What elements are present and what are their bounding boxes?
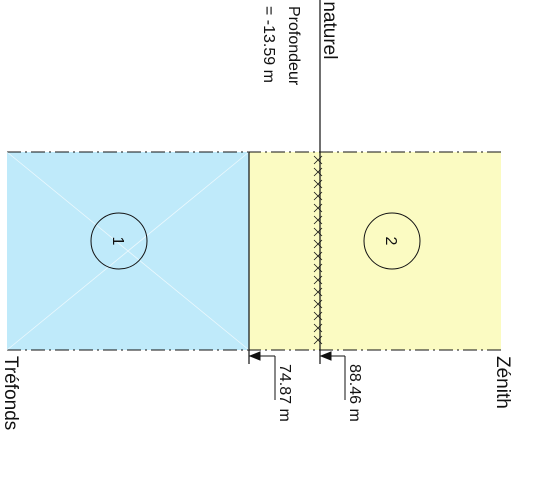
zone-2-fill — [249, 152, 501, 350]
dimension-label-1-2: 74.87 m — [276, 364, 293, 422]
trefonds-label: Tréfonds — [0, 356, 21, 430]
zenith-label: Zénith — [492, 356, 513, 409]
dimension-arrow-ground — [320, 352, 345, 400]
terrain-label: Terrain naturel — [319, 0, 340, 59]
zone-1-number: 1 — [109, 237, 126, 246]
zone-2-number: 2 — [382, 237, 399, 246]
depth-label-line1: Profondeur — [285, 6, 302, 86]
depth-label-line2: = -13.59 m — [260, 6, 277, 83]
dimension-arrow-1-2 — [249, 352, 275, 400]
dimension-label-ground: 88.46 m — [346, 364, 363, 422]
